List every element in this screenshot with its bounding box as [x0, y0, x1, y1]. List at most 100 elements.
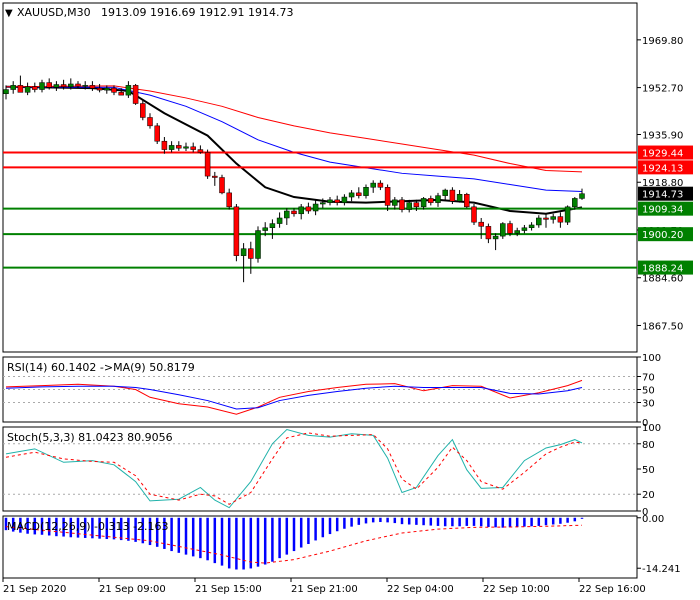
- candle: [125, 81, 132, 98]
- candle: [312, 199, 319, 216]
- candle: [456, 190, 463, 203]
- candle: [384, 184, 391, 212]
- candle: [377, 180, 384, 191]
- candle: [161, 137, 168, 154]
- x-tick-label: 21 Sep 09:00: [99, 584, 166, 595]
- candle: [435, 192, 441, 207]
- macd-signal-line: [5, 524, 583, 564]
- level-tag: [638, 145, 693, 160]
- candle: [370, 180, 376, 193]
- x-tick-label: 22 Sep 04:00: [387, 584, 454, 595]
- price-tag: [638, 186, 693, 201]
- candle: [442, 188, 448, 200]
- level-tag: [638, 160, 693, 175]
- y-tick-label: 50: [642, 465, 655, 476]
- stoch-panel[interactable]: 100 80 50 20 0 Stoch(5,3,3) 81.0423 80.9056: [2, 423, 661, 518]
- candle: [514, 227, 520, 237]
- candle: [17, 75, 24, 93]
- candle: [190, 142, 196, 153]
- candle: [327, 197, 333, 206]
- level-tag-label: 1929.44: [642, 149, 683, 160]
- candle: [485, 223, 492, 244]
- rsi-series-line: [5, 379, 583, 415]
- y-tick-label: 70: [642, 373, 655, 384]
- rsi-panel[interactable]: 100 70 50 30 0 RSI(14) 60.1402 ->MA(9) 50.81…: [2, 353, 661, 429]
- candle: [46, 78, 52, 90]
- candle: [10, 81, 16, 94]
- moving-averages: [5, 85, 583, 215]
- time-axis: 21 Sep 2020 21 Sep 09:00 21 Sep 15:00 21 Se…: [2, 578, 646, 595]
- candle: [262, 222, 268, 237]
- candle: [75, 81, 81, 89]
- candle: [406, 199, 412, 213]
- level-tag-label: 1888.24: [642, 264, 683, 275]
- candle: [68, 78, 74, 90]
- y-tick-label: 100: [642, 423, 661, 434]
- candle: [305, 202, 312, 214]
- y-tick-label: 20: [642, 490, 655, 501]
- candle: [140, 99, 146, 121]
- y-tick-label: 1867.50: [642, 321, 683, 332]
- candle: [399, 197, 405, 213]
- candle: [298, 204, 304, 220]
- main-y-axis: 1969.801952.701935.901918.801901.701884.…: [637, 36, 683, 332]
- macd-panel[interactable]: 0.00 -14.241 MACD(12,26,9) -0.313 -2.163: [2, 514, 681, 579]
- x-tick-label: 22 Sep 10:00: [483, 584, 550, 595]
- candle: [543, 213, 549, 228]
- candle: [348, 190, 355, 202]
- candle: [255, 226, 261, 263]
- candle: [226, 188, 232, 210]
- stoch-series-line: [5, 432, 583, 505]
- y-tick-label: 0: [642, 507, 648, 518]
- candle: [550, 213, 556, 224]
- stoch-y-axis: 100 80 50 20 0: [637, 423, 661, 518]
- main-panel[interactable]: 1969.801952.701935.901918.801901.701884.…: [2, 2, 693, 353]
- level-tag-label: 1909.34: [642, 205, 683, 216]
- candle: [39, 79, 45, 93]
- candle: [291, 208, 297, 217]
- candle: [320, 198, 326, 209]
- candle: [32, 82, 38, 93]
- macd-histogram: [4, 517, 584, 570]
- rsi-title: RSI(14) 60.1402 ->MA(9) 50.8179: [7, 361, 195, 374]
- candle: [420, 197, 427, 210]
- chart-ohlc-label: 1913.09 1916.69 1912.91 1914.73: [101, 6, 293, 19]
- candle: [183, 142, 189, 151]
- stoch-plot-area: [2, 426, 638, 512]
- candle: [464, 192, 470, 209]
- candle: [392, 197, 398, 210]
- chart-symbol-label: XAUUSD,M30: [17, 6, 91, 19]
- candle: [528, 222, 535, 231]
- candle: [363, 184, 369, 199]
- candle: [284, 208, 290, 225]
- collapse-arrow-icon[interactable]: ▼: [5, 8, 13, 19]
- level-tags: 1929.44 1924.13 1909.34 1900.20 1888.24 1914.…: [638, 145, 693, 275]
- stoch-series-line: [5, 428, 583, 509]
- rsi-y-axis: 100 70 50 30 0: [637, 353, 661, 429]
- candle: [276, 212, 283, 228]
- candle: [572, 197, 578, 210]
- candle: [564, 205, 571, 225]
- candle: [3, 85, 9, 100]
- candle: [413, 199, 420, 212]
- candle: [154, 123, 160, 144]
- candle: [53, 81, 60, 91]
- moving-average-line: [5, 85, 583, 215]
- stoch-lines: [3, 428, 637, 509]
- rsi-series-line: [5, 385, 583, 410]
- candle: [168, 141, 175, 153]
- macd-y-axis: 0.00 -14.241: [637, 514, 681, 575]
- candle: [492, 233, 499, 251]
- candle: [82, 81, 88, 90]
- candle: [96, 83, 103, 93]
- level-tag-label: 1900.20: [642, 230, 683, 241]
- x-tick-label: 22 Sep 16:00: [579, 584, 646, 595]
- candle: [104, 85, 110, 94]
- candle: [428, 195, 434, 206]
- macd-plot-area: [2, 515, 638, 579]
- candle: [204, 149, 211, 179]
- rsi-lines: [3, 376, 637, 415]
- candle: [536, 215, 542, 228]
- candle: [341, 194, 348, 206]
